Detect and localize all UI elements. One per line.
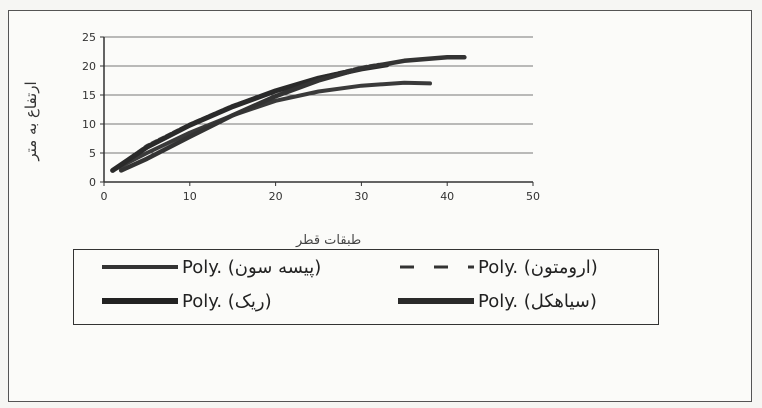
x-tick-label-10: 10 [183,190,197,203]
x-tick-label-40: 40 [440,190,454,203]
y-tick-label-10: 10 [82,118,96,131]
legend-label-pisesoun: Poly. (پیسه سون) [182,256,322,278]
y-axis-label: ارتفاع به متر [22,81,40,161]
legend-item-oromtoun: Poly. (ارومتون) [396,256,598,278]
x-tick-label-20: 20 [269,190,283,203]
legend-item-siahkal: Poly. (سیاهکل) [396,290,597,312]
y-tick-label-15: 15 [82,89,96,102]
series-line-3 [118,55,467,173]
y-tick-label-5: 5 [89,147,96,160]
legend-swatch-pisesoun [102,265,178,269]
chart-legend: Poly. (پیسه سون) Poly. (ارومتون) Poly. (… [73,249,659,325]
y-tick-label-0: 0 [89,176,96,189]
series-line-0 [110,80,432,173]
legend-label-siahkal: Poly. (سیاهکل) [478,290,597,312]
legend-item-pisesoun: Poly. (پیسه سون) [100,256,321,278]
legend-swatch-rik [102,298,178,304]
chart-canvas: 0 5 10 15 20 25 0 10 20 30 40 50 [82,31,540,203]
legend-label-rik: Poly. (ریک) [182,290,272,312]
y-tick-label-25: 25 [82,31,96,44]
legend-swatch-oromtoun [400,265,474,269]
legend-label-oromtoun: Poly. (ارومتون) [478,256,598,278]
x-tick-label-30: 30 [354,190,368,203]
legend-item-rik: Poly. (ریک) [100,290,272,312]
x-axis-label: طبقات قطر [296,233,362,248]
x-tick-label-50: 50 [526,190,540,203]
y-tick-label-20: 20 [82,60,96,73]
x-tick-label-0: 0 [101,190,108,203]
chart-frame: 0 5 10 15 20 25 0 10 20 30 40 50 ارتفاع به متر طبقا… [8,10,752,402]
legend-swatch-siahkal [398,298,474,304]
